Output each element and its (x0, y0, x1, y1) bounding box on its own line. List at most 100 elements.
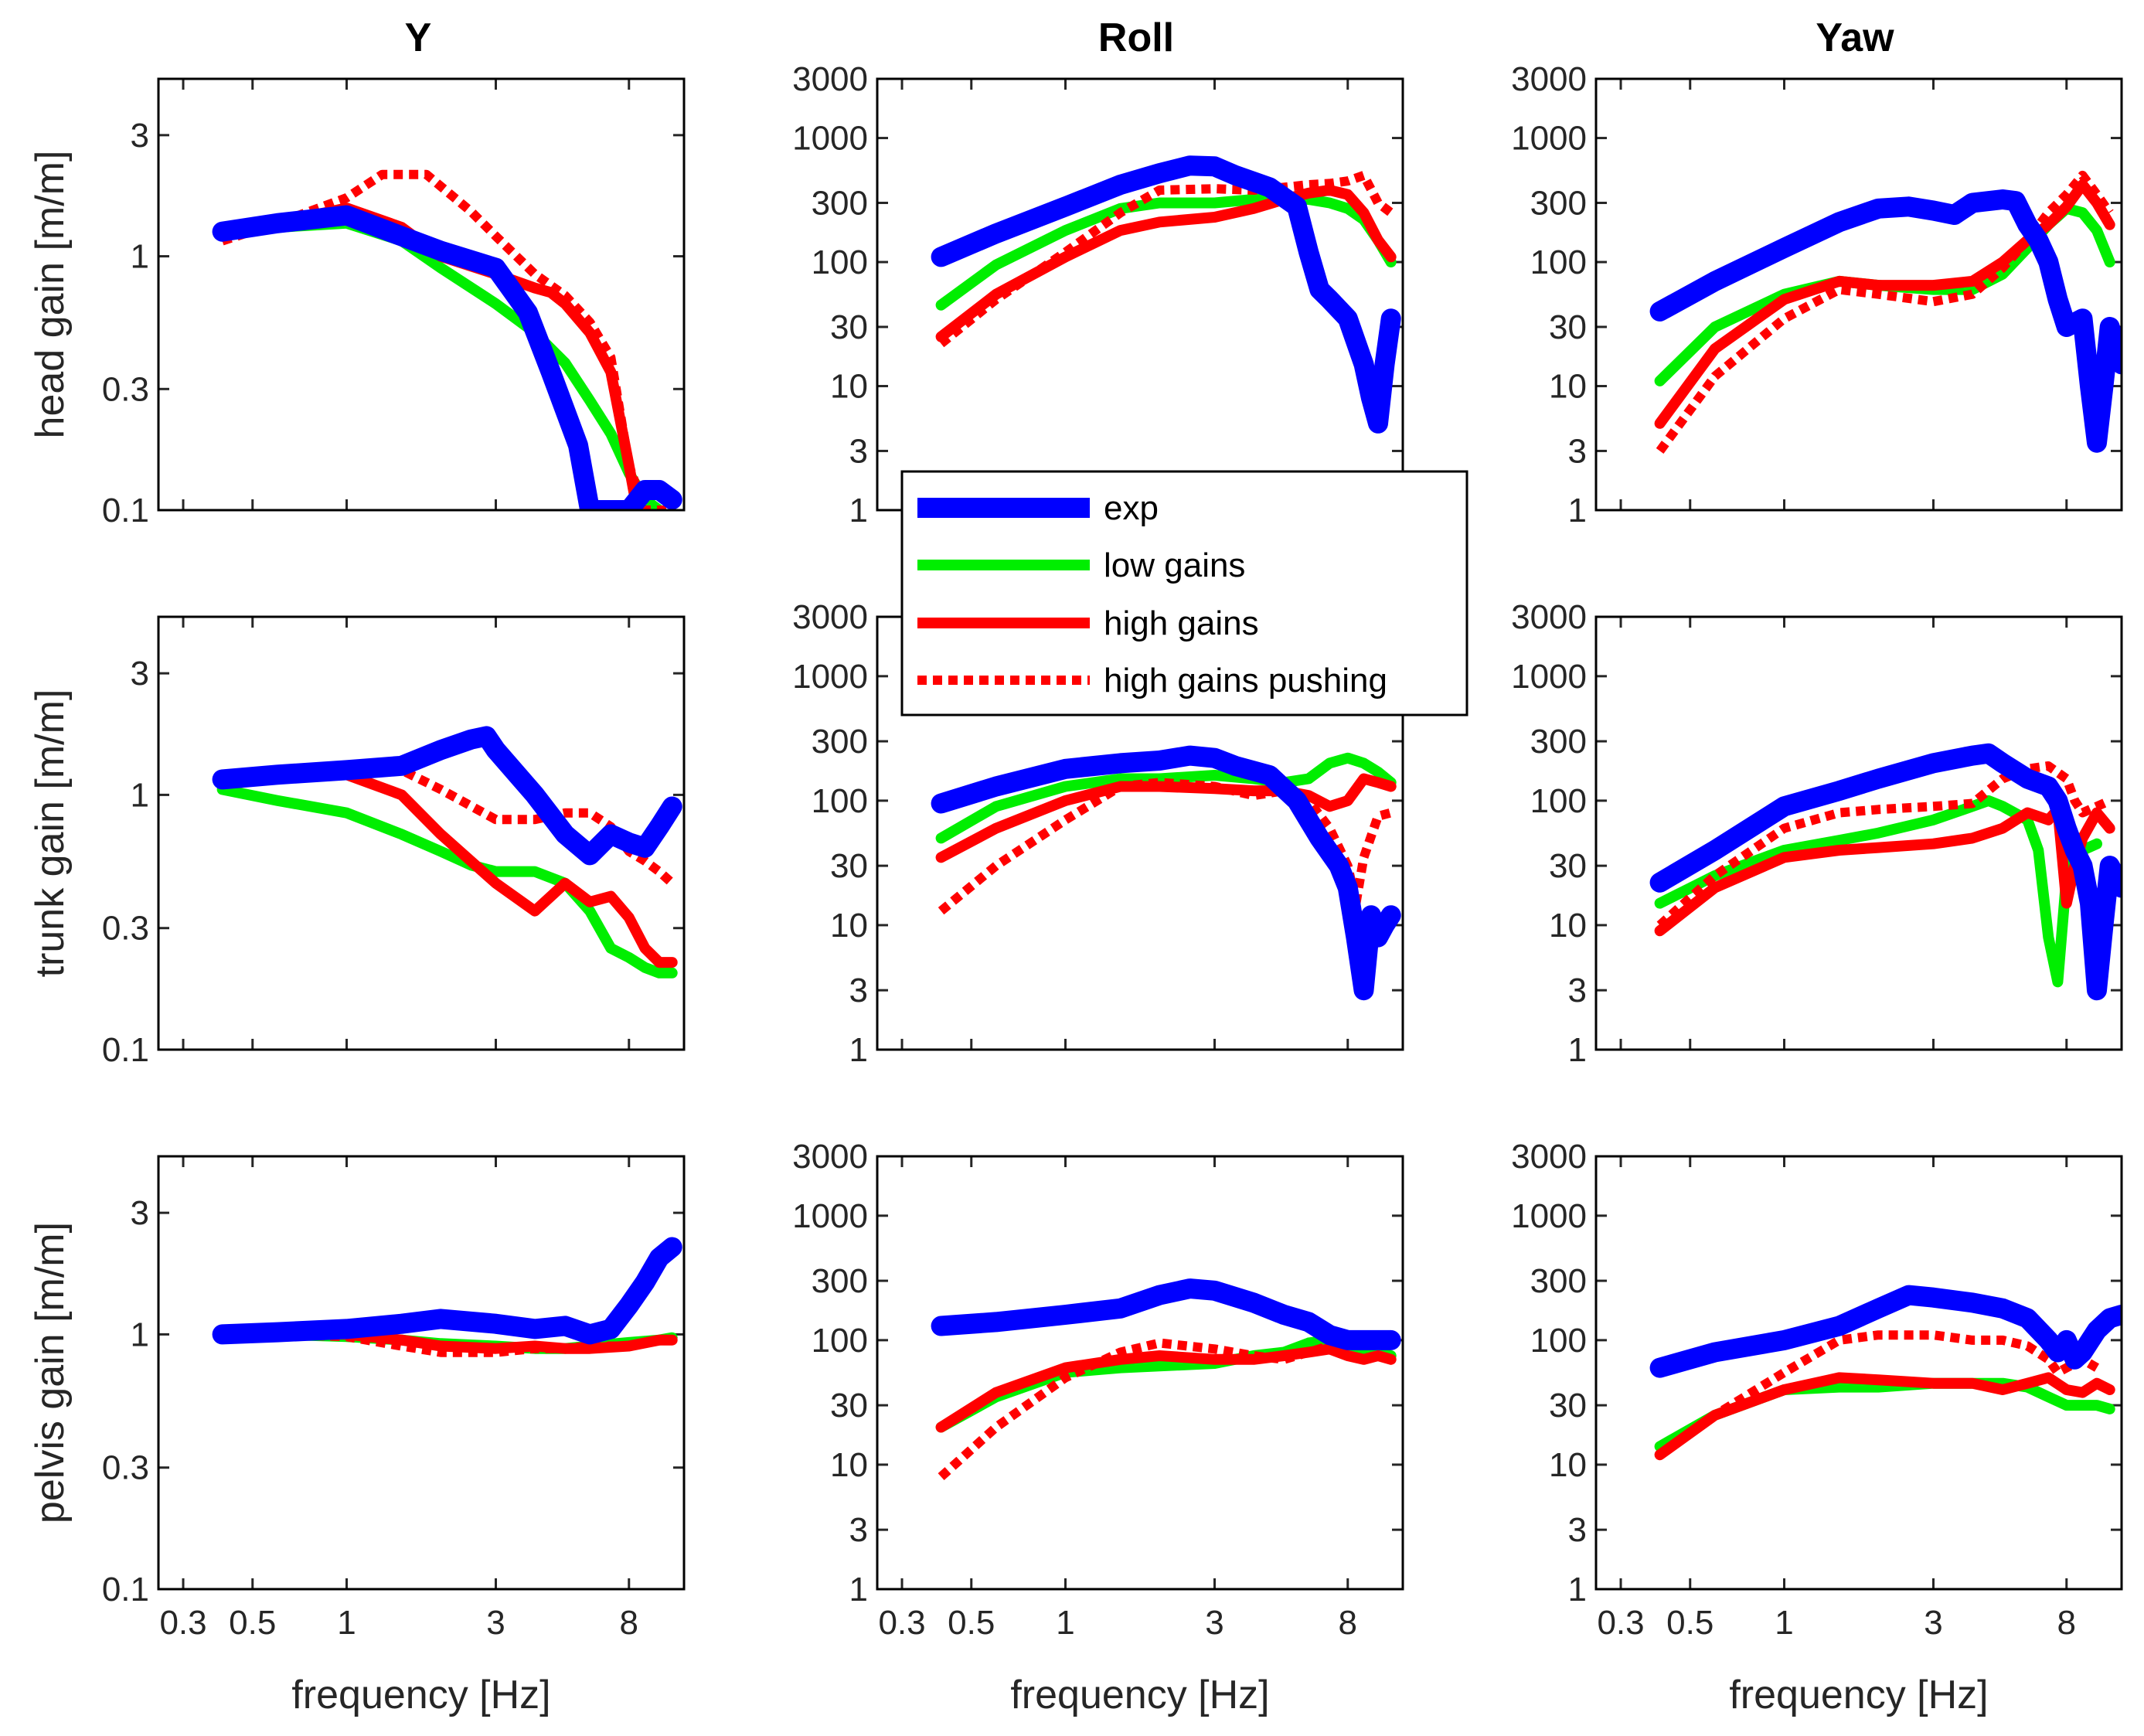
ytick-label: 10 (830, 368, 868, 406)
panel-trunk-roll: 1 3 10 30 100 300 1000 3000 (792, 598, 1404, 1069)
ytick-label: 1000 (792, 120, 868, 158)
series-group (931, 1278, 1401, 1481)
axes-frame (876, 1155, 1404, 1591)
ytick-label: 30 (1549, 1387, 1587, 1425)
xtick-label: 3 (1205, 1604, 1223, 1642)
ytick-label: 30 (830, 308, 868, 346)
ytick-label: 300 (812, 723, 868, 761)
axes-frame (157, 77, 686, 512)
ytick-label: 10 (1549, 368, 1587, 406)
legend-box (900, 470, 1468, 717)
ytick-label: 3000 (1511, 598, 1587, 636)
series-line-high (935, 773, 1397, 863)
panel-pelvis-yaw: 1 3 10 30 100 300 1000 3000 0.3 0.5 1 3 8 frequency [… (1511, 1138, 2123, 1717)
ytick-label: 3 (131, 117, 149, 155)
series-line-high (1654, 1372, 2115, 1461)
series-line-high (935, 185, 1397, 342)
ytick-label: 1 (849, 1031, 868, 1069)
ytick-label: 100 (1530, 1322, 1587, 1360)
ytick-label: 1 (849, 1571, 868, 1608)
ytick-label: 3 (1568, 1511, 1587, 1549)
ytick-label: 300 (812, 184, 868, 222)
column-title-roll: Roll (1098, 15, 1174, 60)
xtick-label: 8 (1339, 1604, 1357, 1642)
ytick-label: 1000 (792, 658, 868, 696)
xtick-label: 0.3 (1597, 1604, 1644, 1642)
ytick-label: 10 (1549, 907, 1587, 945)
series-line-exp (931, 1278, 1401, 1350)
series-line-exp (931, 745, 1401, 1001)
series-line-high (935, 1343, 1397, 1433)
ytick-label: 3 (849, 972, 868, 1009)
series-line-low (1654, 795, 2102, 988)
xtick-label: 3 (1924, 1604, 1942, 1642)
ytick-label: 3 (1568, 972, 1587, 1009)
xlabel: frequency [Hz] (1729, 1673, 1988, 1717)
series-line-push (938, 778, 1393, 915)
ytick-label: 1000 (792, 1197, 868, 1235)
axes-frame (1594, 1155, 2123, 1591)
series-line-exp (212, 205, 682, 510)
ytick-label: 0.1 (102, 1571, 149, 1608)
series-group (1649, 1285, 2122, 1461)
series-line-exp (212, 1237, 682, 1345)
ytick-label: 3 (131, 1194, 149, 1232)
ytick-label: 0.3 (102, 1449, 149, 1487)
xtick-label: 1 (1775, 1604, 1793, 1642)
xtick-label: 0.3 (159, 1604, 206, 1642)
series-group (931, 155, 1401, 434)
axes-frame (157, 1155, 686, 1591)
panel-head-y: 0.1 0.3 1 3 head gain [m/m] (28, 77, 686, 529)
ytick-label: 100 (812, 1322, 868, 1360)
ytick-label: 1000 (1511, 120, 1587, 158)
column-title-yaw: Yaw (1816, 15, 1894, 60)
column-title-y: Y (405, 15, 432, 60)
xtick-label: 0.5 (1666, 1604, 1713, 1642)
ytick-label: 10 (830, 907, 868, 945)
series-line-exp (1649, 1285, 2122, 1378)
ylabel-trunk: trunk gain [m/m] (28, 689, 73, 978)
ytick-label: 0.3 (102, 910, 149, 948)
series-line-low (216, 217, 665, 510)
series-line-push (1656, 761, 2112, 929)
panel-head-yaw: 1 3 10 30 100 300 1000 3000 (1511, 60, 2123, 529)
ytick-label: 0.1 (102, 1031, 149, 1069)
xtick-label: 0.5 (229, 1604, 276, 1642)
xtick-label: 8 (620, 1604, 638, 1642)
series-line-high (1654, 179, 2115, 429)
xlabel: frequency [Hz] (291, 1673, 550, 1717)
ytick-label: 3 (1568, 432, 1587, 470)
ytick-label: 10 (830, 1446, 868, 1484)
ytick-label: 1 (131, 1316, 149, 1353)
ytick-label: 300 (1530, 1262, 1587, 1300)
ytick-label: 1 (131, 776, 149, 814)
ytick-label: 10 (1549, 1446, 1587, 1484)
ytick-label: 3000 (792, 1138, 868, 1176)
series-line-exp (931, 155, 1401, 434)
ytick-label: 1 (1568, 1571, 1587, 1608)
legend-label-high-gains-pushing: high gains pushing (1104, 662, 1387, 700)
xtick-label: 3 (486, 1604, 505, 1642)
series-group (212, 169, 682, 510)
series-group (212, 1237, 682, 1357)
legend-label-exp: exp (1104, 489, 1159, 527)
ytick-label: 1 (849, 492, 868, 529)
ylabel-pelvis: pelvis gain [m/m] (28, 1222, 73, 1523)
series-group (1649, 743, 2122, 1001)
ytick-label: 300 (1530, 723, 1587, 761)
ytick-label: 3000 (1511, 60, 1587, 98)
column-titles: Y Roll Yaw (405, 15, 1894, 60)
panel-trunk-yaw: 1 3 10 30 100 300 1000 3000 (1511, 598, 2123, 1069)
ytick-label: 30 (1549, 308, 1587, 346)
ytick-label: 100 (1530, 243, 1587, 281)
ytick-label: 3000 (792, 60, 868, 98)
series-line-exp (1649, 189, 2122, 453)
series-group (1649, 170, 2122, 454)
panel-trunk-y: 0.1 0.3 1 3 trunk gain [m/m] (28, 615, 686, 1069)
legend: exp low gains high gains high gains push… (900, 470, 1468, 717)
legend-label-low-gains: low gains (1104, 546, 1245, 584)
ylabel-head: head gain [m/m] (28, 151, 73, 439)
series-line-exp (1649, 743, 2122, 1001)
xtick-label: 8 (2057, 1604, 2076, 1642)
axes-frame (1594, 77, 2123, 512)
